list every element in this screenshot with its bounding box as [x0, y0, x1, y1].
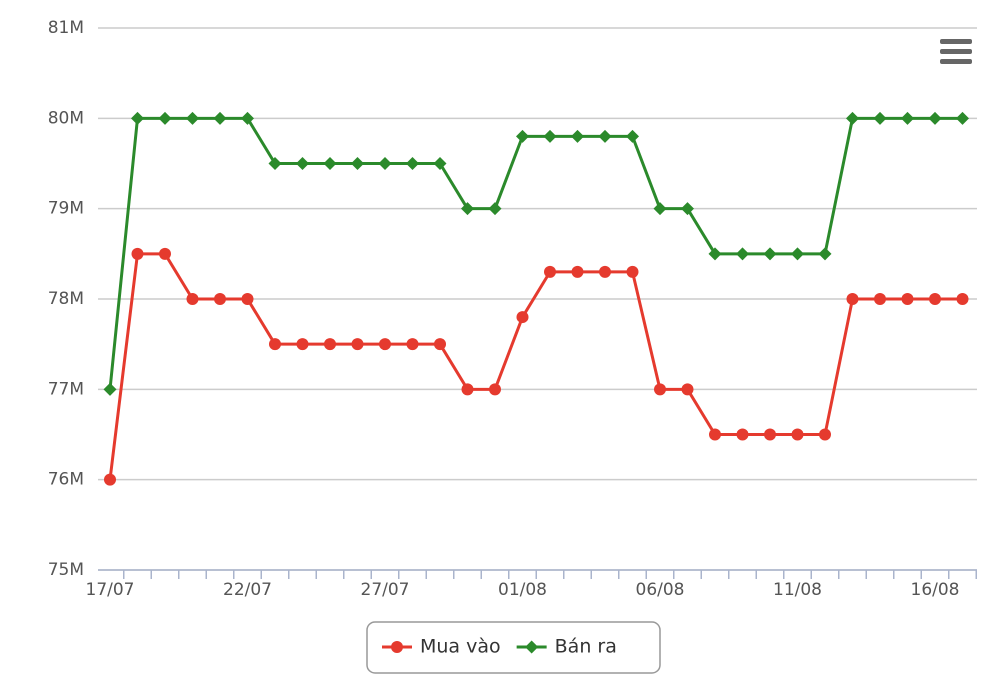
- y-tick-label: 78M: [48, 289, 84, 309]
- y-tick-label: 80M: [48, 108, 84, 128]
- point: [391, 641, 403, 653]
- x-tick-label: 17/07: [86, 580, 135, 600]
- point: [874, 293, 886, 305]
- point: [159, 247, 171, 260]
- point: [131, 111, 144, 125]
- point: [186, 111, 199, 125]
- point: [525, 640, 539, 654]
- point: [626, 129, 639, 143]
- point: [488, 202, 502, 216]
- point: [598, 129, 612, 143]
- point: [213, 111, 227, 125]
- point: [736, 247, 749, 261]
- x-tick-label: 11/08: [773, 580, 822, 600]
- point: [324, 338, 336, 351]
- y-tick-label: 77M: [48, 379, 84, 399]
- x-tick-label: 06/08: [636, 580, 685, 600]
- x-tick-label: 27/07: [361, 580, 410, 600]
- point: [434, 338, 446, 351]
- point: [131, 247, 144, 260]
- point: [956, 111, 969, 125]
- point: [544, 265, 556, 278]
- point: [901, 111, 914, 125]
- point: [461, 383, 474, 396]
- point: [736, 428, 749, 441]
- point: [516, 311, 529, 324]
- point: [186, 293, 199, 305]
- point: [929, 293, 941, 305]
- menu-bar: [940, 59, 972, 64]
- point: [543, 129, 557, 143]
- y-tick-label: 76M: [48, 470, 84, 490]
- point: [406, 157, 419, 170]
- x-tick-label: 22/07: [223, 580, 272, 600]
- point: [516, 129, 529, 143]
- menu-bar: [940, 49, 972, 54]
- point: [241, 111, 254, 125]
- point: [158, 111, 172, 125]
- point: [818, 247, 832, 261]
- point: [379, 338, 391, 351]
- legend-box: [366, 621, 661, 674]
- point: [763, 247, 777, 261]
- menu-button[interactable]: [940, 39, 972, 64]
- point: [351, 338, 364, 351]
- x-tick-label: 16/08: [911, 580, 960, 600]
- point: [681, 202, 694, 216]
- point: [956, 293, 969, 305]
- point: [351, 157, 364, 170]
- legend-label: Mua vào: [420, 636, 501, 658]
- point: [268, 157, 282, 170]
- point: [269, 338, 281, 351]
- y-tick-label: 79M: [48, 199, 84, 219]
- y-tick-label: 81M: [48, 18, 84, 38]
- point: [681, 383, 694, 396]
- point: [708, 247, 722, 261]
- point: [791, 247, 804, 261]
- point: [791, 428, 804, 441]
- point: [378, 157, 392, 170]
- point: [654, 383, 666, 396]
- point: [489, 383, 501, 396]
- x-tick-label: 01/08: [498, 580, 547, 600]
- menu-bar: [940, 39, 972, 44]
- point: [571, 265, 584, 278]
- point: [104, 473, 116, 486]
- point: [626, 265, 639, 278]
- point: [214, 293, 226, 305]
- legend-label: Bán ra: [555, 636, 617, 658]
- point: [901, 293, 914, 305]
- point: [461, 202, 474, 216]
- point: [846, 293, 859, 305]
- point: [599, 265, 611, 278]
- point: [764, 428, 776, 441]
- y-tick-label: 75M: [48, 560, 84, 580]
- point: [571, 129, 584, 143]
- point: [296, 157, 309, 170]
- point: [709, 428, 721, 441]
- point: [653, 202, 667, 216]
- point: [433, 157, 447, 170]
- point: [323, 157, 337, 170]
- point: [296, 338, 309, 351]
- point: [241, 293, 254, 305]
- point: [873, 111, 887, 125]
- point: [846, 111, 859, 125]
- point: [406, 338, 419, 351]
- point: [928, 111, 942, 125]
- point: [103, 382, 117, 396]
- point: [819, 428, 831, 441]
